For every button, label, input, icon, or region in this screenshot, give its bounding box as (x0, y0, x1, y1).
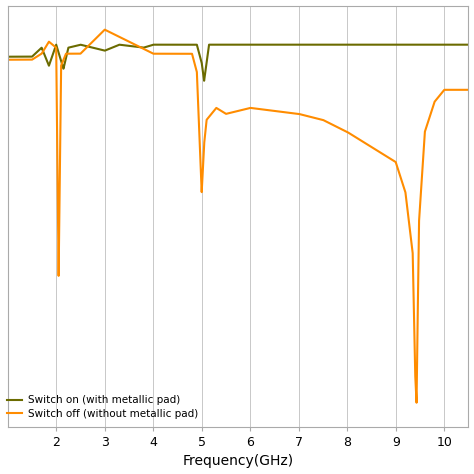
Switch on (with metallic pad) (172, 42, 177, 47)
Switch on (with metallic pad) (5, 54, 10, 60)
Switch on (with metallic pad) (54, 42, 59, 47)
Legend: Switch on (with metallic pad), Switch off (without metallic pad): Switch on (with metallic pad), Switch of… (4, 392, 201, 422)
Line: Switch on (with metallic pad): Switch on (with metallic pad) (8, 45, 468, 81)
Switch off (without metallic pad) (298, 111, 303, 117)
Switch off (without metallic pad) (172, 51, 177, 56)
Switch on (with metallic pad) (465, 42, 471, 47)
Switch off (without metallic pad) (465, 87, 471, 92)
Switch off (without metallic pad) (28, 57, 34, 63)
Switch on (with metallic pad) (298, 42, 303, 47)
Switch off (without metallic pad) (371, 146, 377, 151)
Switch on (with metallic pad) (28, 54, 34, 60)
Switch on (with metallic pad) (346, 42, 352, 47)
Switch on (with metallic pad) (278, 42, 283, 47)
Switch off (without metallic pad) (346, 130, 352, 136)
Switch off (without metallic pad) (102, 27, 108, 33)
Switch on (with metallic pad) (201, 78, 207, 83)
Line: Switch off (without metallic pad): Switch off (without metallic pad) (8, 30, 468, 403)
Switch off (without metallic pad) (278, 109, 283, 114)
X-axis label: Frequency(GHz): Frequency(GHz) (182, 455, 293, 468)
Switch on (with metallic pad) (371, 42, 377, 47)
Switch off (without metallic pad) (414, 400, 419, 406)
Switch off (without metallic pad) (5, 57, 10, 63)
